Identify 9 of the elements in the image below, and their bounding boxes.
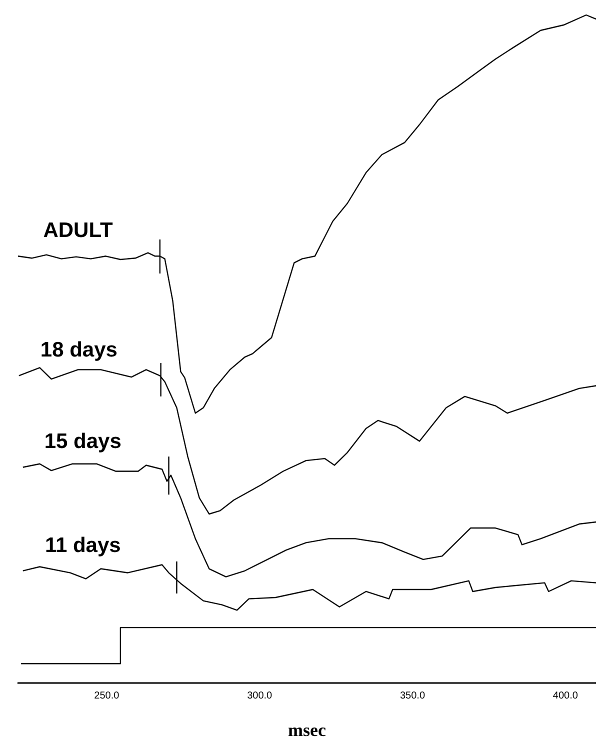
x-tick-label: 250.0: [94, 690, 120, 702]
series-label: 11 days: [44, 534, 121, 557]
series-label: 18 days: [40, 338, 118, 362]
series-label: ADULT: [43, 219, 113, 242]
x-axis-title: msec: [288, 720, 326, 740]
x-tick-label: 300.0: [247, 690, 273, 702]
x-tick-label: 350.0: [400, 690, 426, 702]
x-tick-label: 400.0: [552, 690, 578, 702]
series-label: 15 days: [44, 430, 122, 454]
